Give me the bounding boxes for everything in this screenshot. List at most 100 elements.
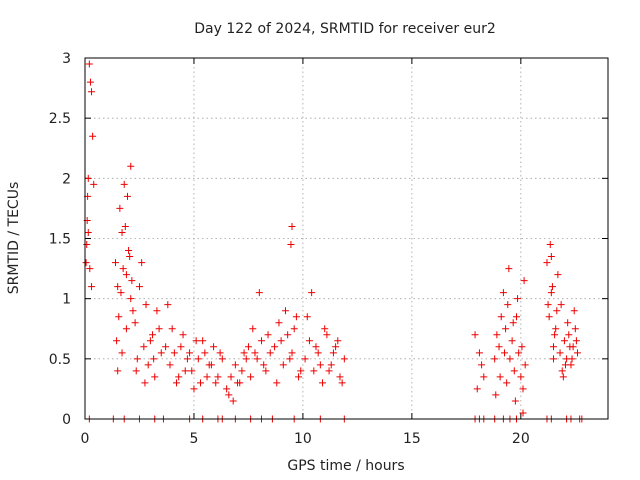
data-point [570, 307, 578, 315]
data-point [177, 343, 185, 351]
data-point [288, 349, 296, 357]
data-point [547, 289, 555, 297]
data-point [288, 222, 296, 230]
data-point [118, 228, 126, 236]
data-point [227, 373, 235, 381]
y-axis-label: SRMTID / TECUs [6, 182, 22, 295]
data-point [192, 337, 200, 345]
data-point [210, 343, 218, 351]
data-point [234, 379, 242, 387]
data-point [114, 367, 122, 375]
x-tick-label: 15 [403, 431, 421, 447]
data-point [509, 319, 517, 327]
data-point [251, 349, 259, 357]
data-point [290, 325, 298, 333]
data-point [271, 343, 279, 351]
data-point [338, 379, 346, 387]
data-point [181, 367, 189, 375]
data-point [88, 283, 96, 291]
data-point [122, 325, 130, 333]
data-point [506, 355, 514, 363]
data-point [142, 301, 150, 309]
data-point [521, 361, 529, 369]
data-point [258, 337, 266, 345]
data-point [510, 367, 518, 375]
data-point [572, 337, 580, 345]
data-point [240, 349, 248, 357]
data-point [166, 361, 174, 369]
data-point [546, 241, 554, 249]
data-point [340, 355, 348, 363]
data-point [504, 301, 512, 309]
x-tick-label: 0 [81, 431, 90, 447]
data-point [565, 331, 573, 339]
data-point [112, 259, 120, 267]
data-point [556, 349, 564, 357]
data-point [297, 367, 305, 375]
data-point [517, 373, 525, 381]
data-point [329, 349, 337, 357]
data-point [554, 271, 562, 279]
data-point [238, 367, 246, 375]
data-point [116, 204, 124, 212]
data-point [170, 349, 178, 357]
data-point [212, 379, 220, 387]
data-point [119, 265, 127, 273]
data-point [214, 373, 222, 381]
data-point [260, 361, 268, 369]
data-point [553, 307, 561, 315]
data-point [90, 180, 98, 188]
data-point [203, 373, 211, 381]
data-point [141, 379, 149, 387]
data-point [316, 361, 324, 369]
data-point [151, 373, 159, 381]
data-point [121, 222, 129, 230]
data-point [303, 313, 311, 321]
data-point [473, 385, 481, 393]
data-point [133, 355, 141, 363]
data-point [558, 367, 566, 375]
data-point [471, 331, 479, 339]
data-point [262, 367, 270, 375]
data-point [188, 367, 196, 375]
data-point [305, 337, 313, 345]
data-point [545, 313, 553, 321]
data-point [86, 78, 94, 86]
data-point [140, 343, 148, 351]
data-point [146, 337, 154, 345]
data-point [120, 180, 128, 188]
data-point [207, 361, 215, 369]
data-point [557, 301, 565, 309]
data-point [128, 277, 136, 285]
data-point [292, 313, 300, 321]
data-point [564, 319, 572, 327]
data-point [89, 132, 97, 140]
data-point [301, 355, 309, 363]
data-point [82, 259, 90, 267]
data-point [201, 349, 209, 357]
y-tick-label: 2.5 [49, 111, 71, 127]
data-point [129, 307, 137, 315]
data-point [113, 337, 121, 345]
data-point [196, 379, 204, 387]
data-point [519, 385, 527, 393]
data-point [144, 361, 152, 369]
data-point [122, 271, 130, 279]
data-point [179, 331, 187, 339]
data-point [295, 373, 303, 381]
data-point [514, 295, 522, 303]
x-axis-label: GPS time / hours [287, 458, 404, 474]
data-point [118, 349, 126, 357]
data-point [515, 349, 523, 357]
data-point [548, 283, 556, 291]
data-point [84, 228, 92, 236]
data-point [126, 253, 134, 261]
data-point [480, 373, 488, 381]
data-point [127, 295, 135, 303]
tick-labels: 0 5 10 15 20 0 0.5 1 1.5 2 2.5 3 [49, 51, 530, 447]
data-point [327, 361, 335, 369]
data-point [321, 325, 329, 333]
data-point [497, 313, 505, 321]
data-point [153, 307, 161, 315]
data-point [218, 355, 226, 363]
